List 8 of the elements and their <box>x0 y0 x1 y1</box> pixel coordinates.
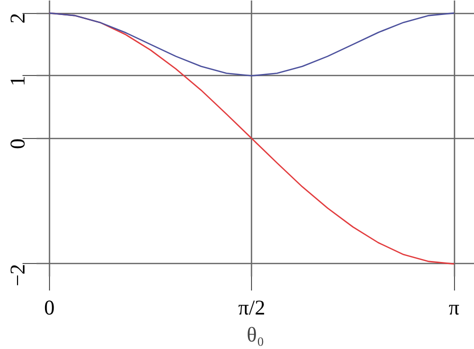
x-tick-label: π/2 <box>238 296 266 320</box>
x-tick-label: π <box>448 296 460 320</box>
y-tick-label: 0 <box>6 138 30 149</box>
x-tick-label: 0 <box>44 296 55 320</box>
x-axis-title: θ₀ <box>246 322 264 346</box>
y-tick-label: −2 <box>6 264 30 286</box>
y-tick-label: 2 <box>6 13 30 24</box>
y-tick-label: 1 <box>6 76 30 86</box>
